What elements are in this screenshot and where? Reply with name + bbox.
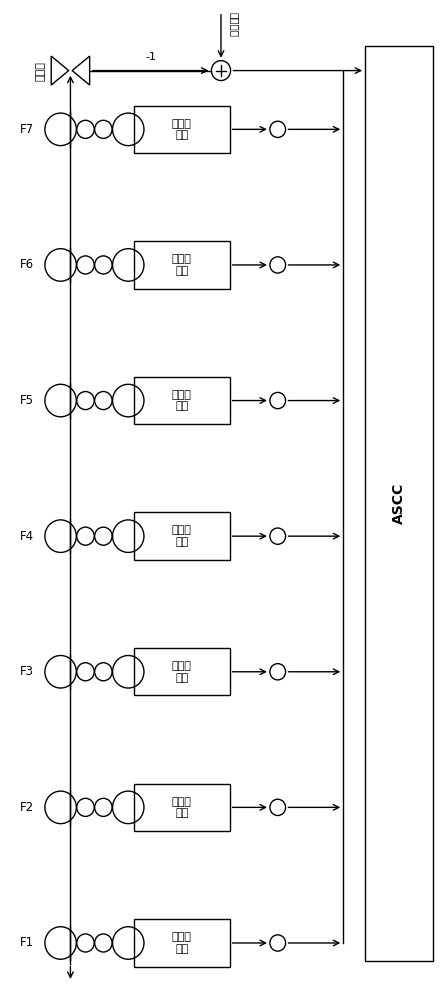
Bar: [365, 46, 433, 961]
Text: F6: F6: [20, 258, 34, 271]
Bar: [134, 919, 230, 967]
Text: 弯辊力
水平: 弯辊力 水平: [172, 119, 192, 140]
Text: F1: F1: [20, 936, 34, 949]
Text: 弯辊力
水平: 弯辊力 水平: [172, 797, 192, 818]
Text: F5: F5: [20, 394, 34, 407]
Text: F4: F4: [20, 530, 34, 543]
Text: 弯辊力
水平: 弯辊力 水平: [172, 932, 192, 954]
Text: 板型仪: 板型仪: [35, 61, 46, 81]
Text: 弯辊力
水平: 弯辊力 水平: [172, 525, 192, 547]
Bar: [134, 377, 230, 424]
Bar: [134, 241, 230, 289]
Bar: [134, 512, 230, 560]
Bar: [134, 648, 230, 695]
Bar: [134, 784, 230, 831]
Text: 凸度参考: 凸度参考: [229, 12, 239, 37]
Text: -1: -1: [145, 52, 156, 62]
Text: F3: F3: [20, 665, 34, 678]
Text: F2: F2: [20, 801, 34, 814]
Text: 弯辊力
水平: 弯辊力 水平: [172, 390, 192, 411]
Text: ASCC: ASCC: [392, 483, 406, 524]
Text: F7: F7: [20, 123, 34, 136]
Bar: [134, 106, 230, 153]
Text: 弯辊力
水平: 弯辊力 水平: [172, 254, 192, 276]
Text: 弯辊力
水平: 弯辊力 水平: [172, 661, 192, 683]
